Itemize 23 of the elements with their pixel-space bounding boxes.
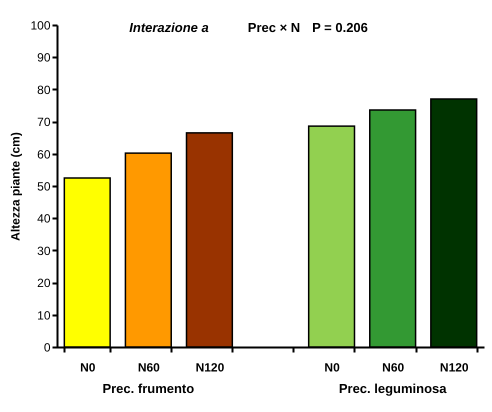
text: Prec. frumento xyxy=(102,381,194,396)
annotation: P = 0.206 xyxy=(312,20,368,35)
text: Prec. leguminosa xyxy=(338,381,448,396)
x-tick-label: N0 xyxy=(324,360,340,374)
y-tick-label: 50 xyxy=(37,180,51,194)
y-tick-label: 40 xyxy=(37,212,51,226)
y-tick-label: 60 xyxy=(37,147,51,162)
y-tick-label: 90 xyxy=(37,50,51,65)
y-tick-label: 20 xyxy=(37,276,51,290)
y-tick-label: 80 xyxy=(37,82,51,97)
x-tick-label: N120 xyxy=(196,360,225,374)
y-tick-label: 30 xyxy=(37,244,51,258)
y-axis-title: Altezza piante (cm) xyxy=(8,132,22,241)
x-tick-label: N0 xyxy=(80,360,96,374)
x-tick-label: N60 xyxy=(382,360,405,374)
y-tick-label: 0 xyxy=(44,340,51,354)
annotation: Interazione a xyxy=(129,20,209,35)
y-tick-label: 100 xyxy=(30,18,51,32)
y-tick-label: 70 xyxy=(37,115,51,130)
annotation: Prec × N xyxy=(248,20,300,35)
x-tick-label: N60 xyxy=(138,360,160,374)
x-tick-label: N120 xyxy=(440,360,469,374)
y-tick-label: 10 xyxy=(37,308,51,322)
